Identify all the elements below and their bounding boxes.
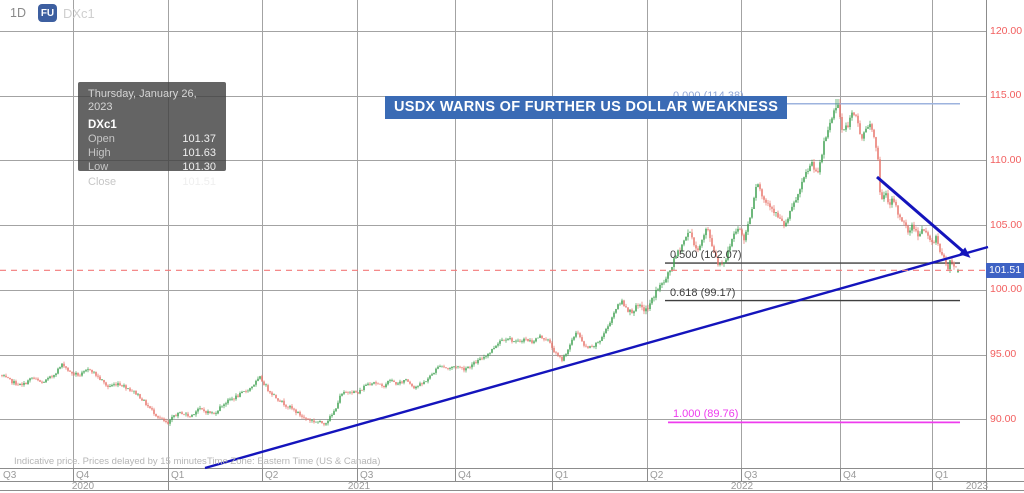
quarter-tick-0: Q3 [3, 470, 17, 481]
current-price-badge: 101.51 [986, 262, 1024, 278]
trendline-drawings[interactable] [204, 175, 989, 470]
tooltip-symbol: DXc1 [88, 119, 117, 131]
price-tick-105: 105.00 [990, 218, 1023, 231]
interval-selector[interactable]: 1D [10, 6, 26, 20]
quarter-tick-5: Q4 [458, 470, 472, 481]
trendline-arrowhead [959, 247, 971, 258]
quarter-tick-10: Q1 [935, 470, 949, 481]
high-label: High [88, 147, 111, 160]
tooltip-open-row: Open 101.37 [88, 132, 216, 146]
price-tick-120: 120.00 [990, 24, 1023, 37]
broker-logo: FU [37, 4, 57, 22]
price-delay-note: Indicative price. Prices delayed by 15 m… [14, 456, 207, 467]
open-value: 101.37 [182, 133, 216, 145]
price-tick-95: 95.00 [990, 348, 1017, 361]
quarter-tick-9: Q4 [843, 470, 857, 481]
fib-label-0.500: 0.500 (102.07) [670, 249, 742, 262]
quarter-tick-3: Q2 [265, 470, 279, 481]
tooltip-low-row: Low 101.30 [88, 160, 216, 174]
high-value: 101.63 [182, 147, 216, 160]
quarter-tick-1: Q4 [76, 470, 90, 481]
quarter-tick-4: Q3 [360, 470, 374, 481]
close-value: 101.51 [182, 175, 216, 188]
quarter-tick-7: Q2 [650, 470, 664, 481]
close-label: Close [88, 175, 117, 188]
low-value: 101.30 [182, 161, 216, 174]
down-candle-bodies [1, 104, 957, 425]
price-tick-90: 90.00 [990, 412, 1017, 425]
symbol-watermark: DXc1 [62, 5, 95, 21]
tooltip-high-row: High 101.63 [88, 146, 216, 160]
trendline-downtrend[interactable] [876, 175, 967, 256]
price-tick-115: 115.00 [990, 89, 1022, 102]
year-tick-2023: 2023 [965, 481, 989, 492]
candlestick-series [1, 99, 959, 427]
price-tick-110: 110.00 [990, 153, 1022, 166]
open-label: Open [88, 133, 115, 145]
quarter-tick-2: Q1 [171, 470, 185, 481]
fib-label-1.000: 1.000 (89.76) [673, 408, 739, 421]
tooltip-date: Thursday, January 26, 2023 [88, 88, 197, 113]
gridlines [0, 0, 986, 468]
chart-toolbar: 1D FU DXc1 [0, 0, 95, 26]
year-tick-2022: 2022 [730, 481, 754, 492]
timezone-note: Time Zone: Eastern Time (US & Canada) [207, 456, 381, 467]
fib-retracement-lines[interactable] [665, 103, 960, 424]
ohlc-tooltip: Thursday, January 26, 2023 DXc1 Open 101… [78, 82, 226, 188]
tooltip-close-row: Close 101.51 [88, 175, 216, 189]
quarter-tick-6: Q1 [555, 470, 569, 481]
up-candle-bodies [3, 104, 959, 425]
price-tick-100: 100.00 [990, 283, 1023, 296]
year-tick-2020: 2020 [71, 481, 95, 492]
quarter-tick-8: Q3 [744, 470, 758, 481]
year-tick-2021: 2021 [347, 481, 371, 492]
headline-banner[interactable]: USDX WARNS OF FURTHER US DOLLAR WEAKNESS [385, 96, 788, 119]
fib-label-0.618: 0.618 (99.17) [670, 286, 736, 299]
trendline-primary-uptrend[interactable] [204, 245, 989, 470]
low-label: Low [88, 161, 109, 174]
